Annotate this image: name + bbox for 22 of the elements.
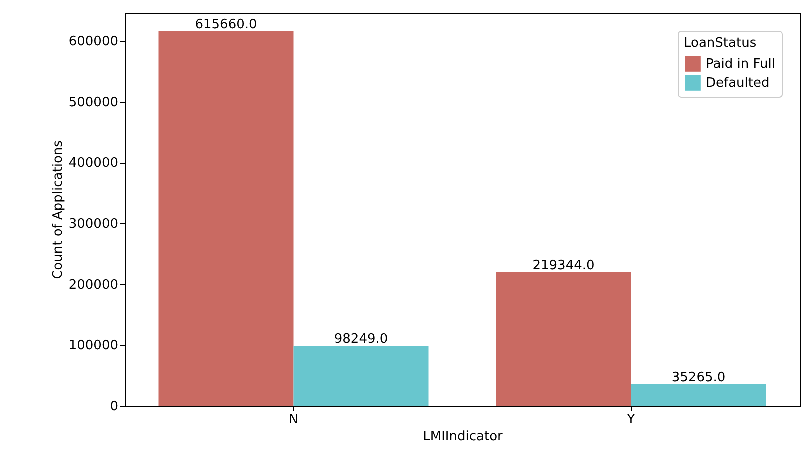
data-label: 35265.0 bbox=[672, 370, 726, 386]
y-tick-label: 0 bbox=[110, 400, 118, 414]
legend-title: LoanStatus bbox=[684, 36, 757, 51]
data-label: 615660.0 bbox=[195, 17, 258, 32]
x-tick-label: Y bbox=[626, 412, 636, 428]
x-tick-label: N bbox=[288, 412, 299, 428]
legend-label: Paid in Full bbox=[706, 57, 776, 72]
legend-label: Defaulted bbox=[706, 76, 770, 91]
bar bbox=[496, 272, 632, 406]
y-axis-title: Count of Applications bbox=[50, 140, 66, 280]
bar bbox=[158, 31, 294, 406]
y-tick-label: 500000 bbox=[68, 95, 118, 110]
data-label: 98249.0 bbox=[334, 332, 388, 348]
bar bbox=[631, 384, 766, 406]
y-tick-label: 200000 bbox=[68, 278, 118, 293]
y-tick-label: 300000 bbox=[68, 216, 118, 232]
bar bbox=[294, 346, 429, 406]
y-tick-label: 400000 bbox=[68, 156, 118, 172]
y-tick-label: 100000 bbox=[68, 338, 118, 354]
x-axis-title: LMIIndicator bbox=[423, 430, 504, 444]
data-label: 219344.0 bbox=[532, 258, 595, 274]
y-tick-label: 600000 bbox=[68, 34, 118, 50]
